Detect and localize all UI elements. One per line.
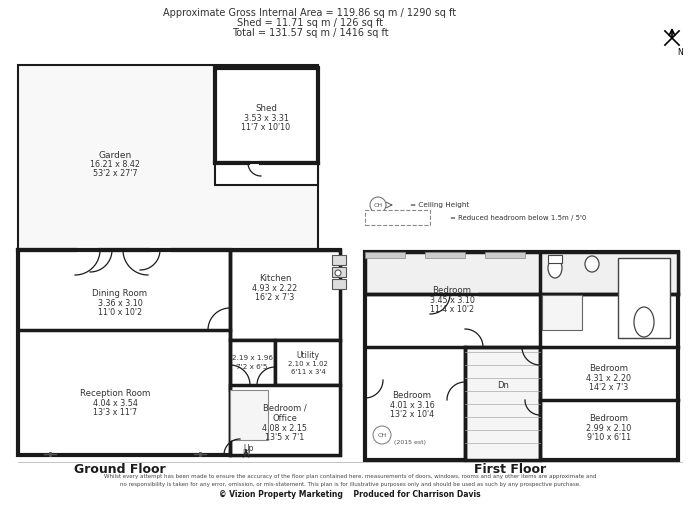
Bar: [230, 250, 340, 340]
Text: 4.08 x 2.15: 4.08 x 2.15: [262, 424, 307, 432]
Text: Garden: Garden: [99, 151, 132, 159]
Bar: [618, 258, 670, 338]
Bar: [365, 252, 405, 258]
Ellipse shape: [548, 258, 562, 278]
Text: Bedroom: Bedroom: [393, 390, 431, 400]
FancyBboxPatch shape: [365, 210, 430, 225]
Text: 16.21 x 8.42: 16.21 x 8.42: [90, 159, 140, 169]
Text: Utility: Utility: [297, 351, 319, 360]
Bar: [332, 279, 346, 289]
Text: 4.31 x 2.20: 4.31 x 2.20: [587, 374, 631, 383]
Text: 3.45 x 3.10: 3.45 x 3.10: [430, 295, 475, 305]
Text: 2.19 x 1.96: 2.19 x 1.96: [232, 355, 272, 361]
Text: 53'2 x 27'7: 53'2 x 27'7: [92, 169, 137, 177]
Bar: [230, 390, 268, 440]
Text: Whilst every attempt has been made to ensure the accuracy of the floor plan cont: Whilst every attempt has been made to en…: [104, 474, 596, 478]
Bar: [485, 252, 525, 258]
Text: N: N: [677, 48, 683, 57]
Bar: [548, 255, 562, 263]
Text: Shed = 11.71 sq m / 126 sq ft: Shed = 11.71 sq m / 126 sq ft: [237, 18, 383, 28]
Text: 9'10 x 6'11: 9'10 x 6'11: [587, 432, 631, 442]
Bar: [230, 385, 340, 455]
Text: 14'2 x 7'3: 14'2 x 7'3: [589, 383, 629, 391]
Text: 13'5 x 7'1: 13'5 x 7'1: [265, 432, 304, 442]
Text: 2.10 x 1.02: 2.10 x 1.02: [288, 361, 328, 367]
Text: 7'2 x 6'5: 7'2 x 6'5: [237, 364, 267, 370]
Bar: [18, 250, 340, 455]
Text: Bedroom: Bedroom: [589, 413, 629, 423]
Text: Kitchen: Kitchen: [259, 273, 291, 283]
Text: Office: Office: [272, 413, 298, 423]
Text: no responsibility is taken for any error, omission, or mis-statement. This plan : no responsibility is taken for any error…: [120, 481, 580, 486]
Ellipse shape: [585, 256, 599, 272]
Text: CH: CH: [373, 202, 383, 207]
Text: IN: IN: [242, 449, 250, 457]
Circle shape: [370, 197, 386, 213]
Ellipse shape: [634, 307, 654, 337]
Text: © Vizion Property Marketing    Produced for Charrison Davis: © Vizion Property Marketing Produced for…: [219, 490, 481, 499]
Text: First Floor: First Floor: [474, 462, 546, 476]
Text: Up: Up: [244, 444, 254, 453]
Text: Approximate Gross Internal Area = 119.86 sq m / 1290 sq ft: Approximate Gross Internal Area = 119.86…: [163, 8, 456, 18]
Bar: [542, 295, 582, 330]
Text: = Ceiling Height: = Ceiling Height: [410, 202, 470, 208]
Bar: [425, 252, 465, 258]
Text: Shed: Shed: [255, 104, 277, 112]
Bar: [365, 252, 678, 294]
Bar: [332, 267, 346, 277]
Text: Ground Floor: Ground Floor: [74, 462, 166, 476]
Text: 4.93 x 2.22: 4.93 x 2.22: [253, 284, 298, 292]
Text: 3.36 x 3.10: 3.36 x 3.10: [97, 298, 142, 308]
Text: Reception Room: Reception Room: [80, 388, 150, 398]
Text: Dn: Dn: [497, 381, 509, 389]
Bar: [275, 340, 340, 385]
Bar: [332, 255, 346, 265]
Text: 6'11 x 3'4: 6'11 x 3'4: [290, 369, 326, 375]
Bar: [230, 340, 275, 390]
Text: Dining Room: Dining Room: [92, 289, 148, 297]
Bar: [215, 68, 318, 163]
Text: 16'2 x 7'3: 16'2 x 7'3: [256, 292, 295, 301]
Text: 2.99 x 2.10: 2.99 x 2.10: [587, 424, 631, 432]
Bar: [18, 65, 318, 250]
Text: 3.53 x 3.31: 3.53 x 3.31: [244, 113, 288, 123]
Circle shape: [373, 426, 391, 444]
Bar: [465, 347, 540, 460]
Bar: [365, 252, 678, 460]
Text: = Reduced headroom below 1.5m / 5'0: = Reduced headroom below 1.5m / 5'0: [450, 215, 587, 221]
Text: 4.01 x 3.16: 4.01 x 3.16: [390, 401, 435, 409]
Text: Bedroom: Bedroom: [433, 286, 472, 294]
Text: 11'7 x 10'10: 11'7 x 10'10: [241, 123, 290, 131]
Ellipse shape: [549, 301, 563, 319]
Text: 4.04 x 3.54: 4.04 x 3.54: [92, 399, 137, 407]
Text: Bedroom: Bedroom: [589, 363, 629, 373]
Text: 13'2 x 10'4: 13'2 x 10'4: [390, 409, 434, 419]
Bar: [215, 163, 318, 185]
Text: Bedroom /: Bedroom /: [263, 404, 307, 412]
Text: CH: CH: [377, 432, 386, 437]
Text: 11'0 x 10'2: 11'0 x 10'2: [98, 308, 142, 316]
Text: 11'4 x 10'2: 11'4 x 10'2: [430, 305, 474, 314]
Text: 13'3 x 11'7: 13'3 x 11'7: [93, 407, 137, 416]
Text: Total = 131.57 sq m / 1416 sq ft: Total = 131.57 sq m / 1416 sq ft: [232, 28, 388, 38]
Circle shape: [335, 270, 341, 276]
Text: (2015 est): (2015 est): [394, 439, 426, 445]
